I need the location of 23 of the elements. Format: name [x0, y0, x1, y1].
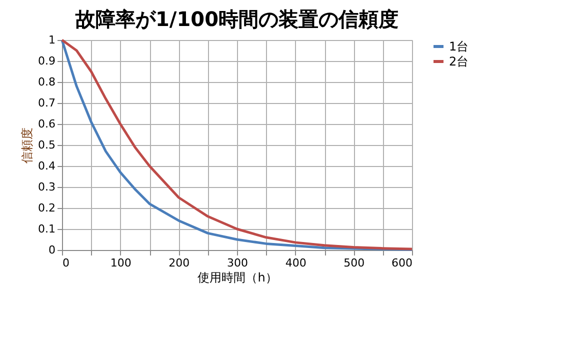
y-tick-label: 0.2	[38, 202, 56, 214]
y-tick-label: 0.7	[38, 96, 56, 110]
y-tick-label: 1	[48, 34, 56, 46]
y-tick-label: 0.1	[38, 222, 56, 236]
y-tick-label: 0.5	[38, 138, 56, 152]
x-tick-label: 0	[62, 256, 70, 270]
y-tick-label: 0.4	[38, 160, 56, 172]
x-tick-label: 200	[168, 256, 190, 270]
y-tick-label: 0.9	[38, 54, 56, 68]
legend-label: 1台	[449, 40, 469, 54]
x-tick-label: 300	[227, 256, 248, 270]
y-tick-label: 0.6	[38, 118, 56, 130]
x-tick-label: 100	[110, 256, 132, 270]
y-tick-label: 0	[48, 244, 56, 256]
y-axis-title: 信頼度	[20, 128, 34, 164]
x-tick-label: 600	[392, 256, 412, 270]
x-tick-label: 400	[285, 256, 306, 270]
y-tick-label: 0.8	[38, 76, 56, 88]
x-tick-label: 500	[344, 256, 365, 270]
chart-title: 故障率が1/100時間の装置の信頼度	[74, 7, 398, 31]
legend-label: 2台	[449, 54, 469, 68]
y-tick-label: 0.3	[38, 180, 56, 194]
x-axis-title: 使用時間（h）	[198, 270, 278, 284]
